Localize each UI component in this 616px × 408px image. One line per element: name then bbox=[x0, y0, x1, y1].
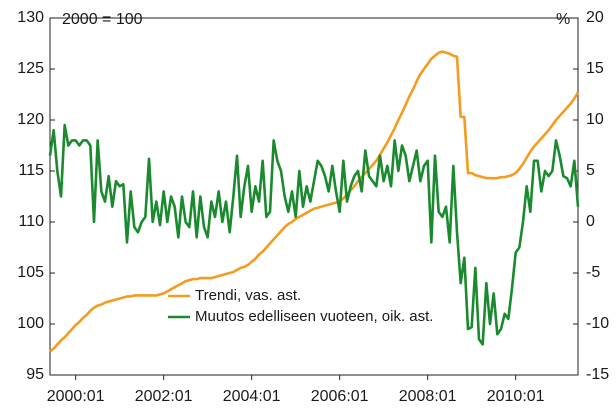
y2-tick-label: 10 bbox=[586, 111, 604, 128]
unit-note: % bbox=[556, 11, 570, 28]
y-tick-label: 115 bbox=[18, 162, 44, 179]
y-tick-label: 120 bbox=[17, 111, 44, 128]
series-line bbox=[49, 50, 580, 353]
y-tick-label: 110 bbox=[18, 213, 44, 230]
y-tick-label: 125 bbox=[17, 60, 44, 77]
y2-tick-label: -10 bbox=[586, 315, 609, 332]
y2-tick-label: -15 bbox=[586, 366, 609, 383]
y2-tick-label: 15 bbox=[586, 60, 604, 77]
y2-tick-label: 0 bbox=[586, 213, 595, 230]
y2-tick-label: -5 bbox=[586, 264, 600, 281]
y-tick-label: 105 bbox=[17, 264, 44, 281]
y2-tick-label: 20 bbox=[586, 9, 604, 26]
x-tick-label: 2002:01 bbox=[135, 388, 193, 405]
base-note: 2000 = 100 bbox=[62, 11, 143, 28]
x-tick-label: 2000:01 bbox=[47, 388, 105, 405]
y-tick-label: 95 bbox=[26, 366, 44, 383]
x-tick-label: 2004:01 bbox=[223, 388, 281, 405]
legend-label: Trendi, vas. ast. bbox=[195, 287, 301, 304]
y-tick-label: 100 bbox=[17, 315, 44, 332]
x-tick-label: 2010:01 bbox=[487, 388, 545, 405]
y2-tick-label: 5 bbox=[586, 162, 595, 179]
legend-label: Muutos edelliseen vuoteen, oik. ast. bbox=[195, 308, 433, 325]
x-tick-label: 2008:01 bbox=[399, 388, 457, 405]
x-tick-label: 2006:01 bbox=[311, 388, 369, 405]
series-line bbox=[48, 123, 580, 346]
y-tick-label: 130 bbox=[17, 9, 44, 26]
